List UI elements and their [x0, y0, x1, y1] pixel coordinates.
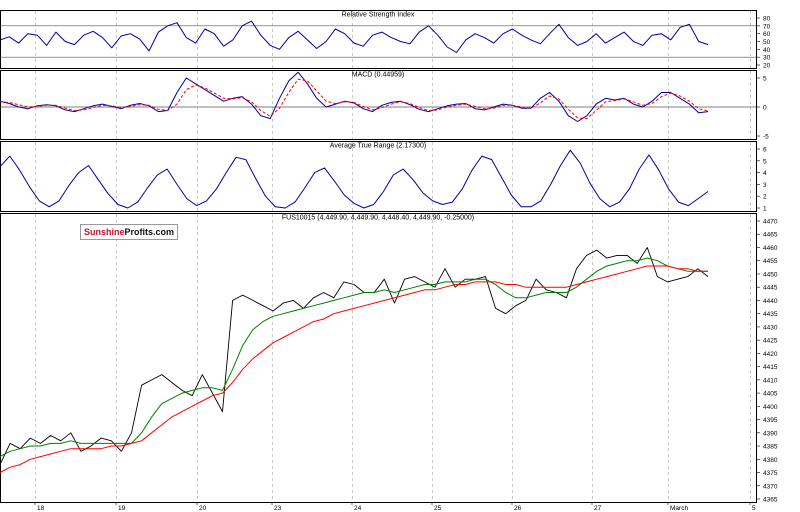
logo-part-1: Sunshine: [84, 227, 125, 237]
rsi-y-tick-label: 30: [763, 55, 771, 62]
macd-pane: MACD (0.44959) -5 0 5: [0, 70, 769, 141]
price-y-tick-label: 4430: [763, 324, 778, 331]
slow-average-line: [0, 265, 708, 473]
price-pane: FUS10015 (4,449.90, 4,449.90, 4,448.40, …: [0, 213, 778, 512]
price-y-tick-label: 4410: [763, 377, 778, 384]
rsi-title: Relative Strength Index: [342, 12, 415, 19]
macd-y-tick-label: 5: [763, 76, 767, 83]
x-tick-label: 18: [37, 505, 45, 512]
macd-title: MACD (0.44959): [352, 72, 405, 79]
price-y-tick-label: 4435: [763, 311, 778, 318]
price-y-tick-label: 4400: [763, 404, 778, 411]
rsi-line: [0, 20, 709, 53]
fast-average-line: [0, 257, 708, 458]
x-tick-label: 19: [118, 505, 126, 512]
macd-frame: [0, 70, 757, 140]
price-y-tick-label: 4375: [763, 470, 778, 477]
rsi-y-tick-label: 80: [763, 16, 771, 23]
atr-y-tick-label: 1: [763, 206, 767, 213]
rsi-y-tick-label: 20: [763, 63, 771, 70]
atr-y-tick-label: 5: [763, 158, 767, 165]
price-frame: [0, 213, 757, 503]
rsi-y-tick-label: 50: [763, 39, 771, 46]
rsi-y-tick-label: 40: [763, 47, 771, 54]
x-tick-label: 5: [752, 505, 756, 512]
price-y-tick-label: 4470: [763, 219, 778, 226]
x-tick-label: 20: [199, 505, 207, 512]
x-tick-label: 23: [274, 505, 282, 512]
rsi-frame: [0, 10, 757, 69]
price-y-tick-label: 4390: [763, 430, 778, 437]
x-tick-label: 24: [354, 505, 362, 512]
macd-y-tick-label: -5: [763, 134, 769, 141]
price-y-tick-label: 4385: [763, 444, 778, 451]
price-y-tick-label: 4370: [763, 483, 778, 490]
price-y-tick-label: 4380: [763, 457, 778, 464]
price-y-tick-label: 4440: [763, 298, 778, 305]
atr-title: Average True Range (2.17300): [330, 143, 426, 150]
price-y-tick-label: 4445: [763, 285, 778, 292]
price-line: [0, 247, 709, 465]
sunshine-profits-logo: SunshineProfits.com: [80, 224, 179, 240]
atr-y-tick-label: 6: [763, 147, 767, 154]
price-y-tick-label: 4460: [763, 245, 778, 252]
x-tick-label: 25: [434, 505, 442, 512]
price-y-tick-label: 4465: [763, 232, 778, 239]
price-y-tick-label: 4365: [763, 497, 778, 504]
price-y-tick-label: 4450: [763, 271, 778, 278]
atr-y-tick-label: 3: [763, 182, 767, 189]
macd-signal-line: [0, 78, 709, 120]
price-y-tick-label: 4395: [763, 417, 778, 424]
price-y-tick-label: 4455: [763, 258, 778, 265]
rsi-y-tick-label: 70: [763, 23, 771, 30]
atr-y-tick-label: 2: [763, 194, 767, 201]
price-y-tick-label: 4415: [763, 364, 778, 371]
logo-part-2: Profits.com: [124, 227, 175, 237]
price-y-tick-label: 4420: [763, 351, 778, 358]
price-title: FUS10015 (4,449.90, 4,449.90, 4,448.40, …: [282, 215, 474, 222]
atr-pane: Average True Range (2.17300) 1 2 3 4 5 6: [0, 141, 767, 213]
x-tick-label: 26: [514, 505, 522, 512]
price-y-tick-label: 4425: [763, 338, 778, 345]
macd-y-tick-label: 0: [763, 105, 767, 112]
price-y-tick-label: 4405: [763, 391, 778, 398]
x-tick-label: March: [670, 505, 688, 512]
atr-line: [0, 149, 709, 209]
atr-frame: [0, 141, 757, 212]
x-tick-label: 27: [594, 505, 602, 512]
atr-y-tick-label: 4: [763, 170, 767, 177]
rsi-y-tick-label: 60: [763, 31, 771, 38]
